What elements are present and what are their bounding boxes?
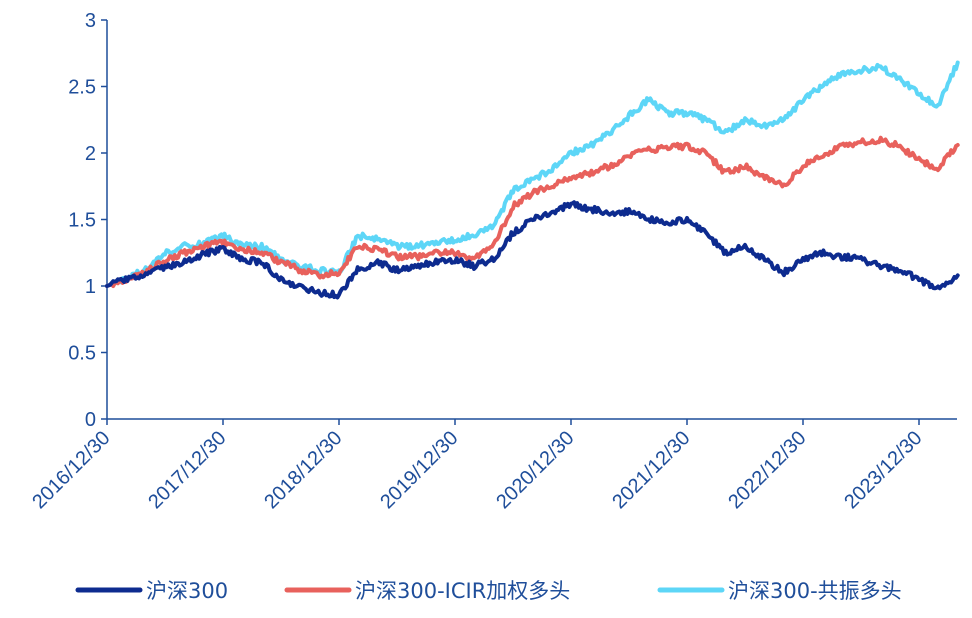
x-tick-label: 2016/12/30 [28, 427, 114, 513]
x-tick-label: 2021/12/30 [608, 427, 694, 513]
x-tick-label: 2019/12/30 [376, 427, 462, 513]
y-tick-label: 1 [85, 276, 96, 298]
series-line-0 [105, 200, 960, 300]
x-tick-label: 2020/12/30 [492, 427, 578, 513]
series-layer [105, 60, 960, 300]
series-line-2 [105, 60, 960, 288]
y-axis: 0 0.5 1 1.5 2 2.5 3 [68, 10, 108, 431]
legend-label-0: 沪深300 [146, 579, 228, 603]
x-tick-label: 2017/12/30 [144, 427, 230, 513]
series-line-1 [105, 135, 960, 289]
x-tick-label: 2022/12/30 [724, 427, 810, 513]
y-tick-label: 2 [85, 143, 96, 165]
x-tick-label: 2018/12/30 [260, 427, 346, 513]
y-tick-label: 1.5 [68, 210, 96, 232]
y-tick-label: 0 [85, 409, 96, 431]
x-tick-label: 2023/12/30 [840, 427, 926, 513]
legend: 沪深300 沪深300-ICIR加权多头 沪深300-共振多头 [75, 579, 902, 603]
y-tick-label: 3 [85, 10, 96, 32]
y-tick-label: 2.5 [68, 77, 96, 99]
y-tick-label: 0.5 [68, 343, 96, 365]
legend-label-1: 沪深300-ICIR加权多头 [355, 579, 570, 603]
x-axis: 2016/12/30 2017/12/30 2018/12/30 2019/12/30… [28, 418, 957, 513]
legend-label-2: 沪深300-共振多头 [728, 579, 902, 603]
